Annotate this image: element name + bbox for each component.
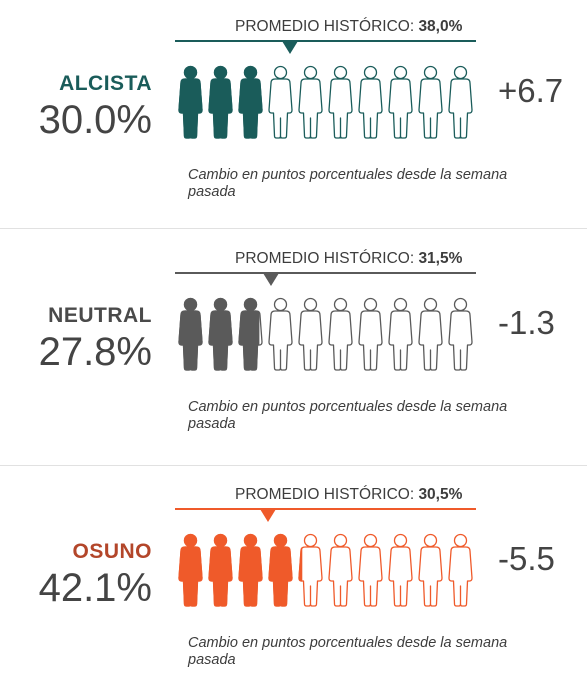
person-icon <box>328 65 353 139</box>
filled-person-icons <box>178 65 263 139</box>
person-icon-array <box>178 297 473 371</box>
filled-person-icons <box>178 533 303 607</box>
person-icon <box>358 533 383 607</box>
historical-average-label: PROMEDIO HISTÓRICO: 38,0% <box>235 18 462 36</box>
historical-average-marker <box>282 41 298 54</box>
sentiment-label: ALCISTA <box>59 72 152 95</box>
panel-divider <box>0 465 587 466</box>
person-icon <box>418 65 443 139</box>
person-icon-filled <box>178 533 203 607</box>
weekly-change-value: +6.7 <box>498 72 564 109</box>
historical-average-marker <box>262 273 279 286</box>
historical-average-value: 31,5% <box>418 250 463 267</box>
weekly-change-value: -1.3 <box>498 304 555 341</box>
change-footnote: Cambio en puntos porcentuales desde la s… <box>188 167 508 200</box>
person-icon-filled <box>298 546 303 582</box>
person-icon-filled <box>208 297 233 371</box>
person-icon <box>298 297 323 371</box>
change-footnote: Cambio en puntos porcentuales desde la s… <box>188 399 508 432</box>
historical-average-caption: PROMEDIO HISTÓRICO: <box>235 486 415 503</box>
person-icon <box>388 297 413 371</box>
change-footnote: Cambio en puntos porcentuales desde la s… <box>188 635 508 668</box>
filled-person-icons <box>178 297 260 371</box>
person-icon-filled <box>178 65 203 139</box>
sentiment-percentage: 30.0% <box>38 98 152 142</box>
historical-average-caption: PROMEDIO HISTÓRICO: <box>235 18 415 35</box>
sentiment-percentage: 42.1% <box>38 566 152 610</box>
historical-average-line <box>175 40 476 42</box>
person-icon-filled <box>238 533 263 607</box>
person-icon-filled <box>208 533 233 607</box>
person-icon-filled <box>238 297 260 371</box>
sentiment-label: NEUTRAL <box>48 304 152 327</box>
person-icon <box>448 533 473 607</box>
person-icon-filled <box>178 297 203 371</box>
person-icon-filled <box>208 65 233 139</box>
historical-average-line <box>175 272 476 274</box>
person-icon <box>448 297 473 371</box>
sentiment-panel-bullish: PROMEDIO HISTÓRICO: 38,0% ALCISTA 30.0% … <box>0 0 587 228</box>
historical-average-marker <box>259 509 276 522</box>
person-icon <box>268 297 293 371</box>
historical-average-caption: PROMEDIO HISTÓRICO: <box>235 250 415 267</box>
historical-average-value: 38,0% <box>418 18 463 35</box>
panel-divider <box>0 228 587 229</box>
person-icon <box>388 65 413 139</box>
person-icon <box>358 297 383 371</box>
person-icon <box>418 533 443 607</box>
sentiment-panel-bearish: PROMEDIO HISTÓRICO: 30,5% OSUNO 42.1% -5… <box>0 468 587 696</box>
person-icon <box>328 533 353 607</box>
historical-average-label: PROMEDIO HISTÓRICO: 31,5% <box>235 250 462 268</box>
person-icon <box>328 297 353 371</box>
person-icon <box>298 533 323 607</box>
weekly-change-value: -5.5 <box>498 540 555 577</box>
person-icon-filled <box>268 533 293 607</box>
historical-average-line <box>175 508 476 510</box>
person-icon <box>268 65 293 139</box>
person-icon-filled <box>238 65 263 139</box>
person-icon-array <box>178 65 473 139</box>
person-icon <box>448 65 473 139</box>
sentiment-percentage: 27.8% <box>38 330 152 374</box>
person-icon-array <box>178 533 473 607</box>
person-icon <box>358 65 383 139</box>
sentiment-panel-neutral: PROMEDIO HISTÓRICO: 31,5% NEUTRAL 27.8% … <box>0 232 587 460</box>
person-icon <box>418 297 443 371</box>
person-icon <box>298 65 323 139</box>
sentiment-label: OSUNO <box>72 540 152 563</box>
historical-average-label: PROMEDIO HISTÓRICO: 30,5% <box>235 486 462 504</box>
historical-average-value: 30,5% <box>418 486 463 503</box>
person-icon <box>388 533 413 607</box>
